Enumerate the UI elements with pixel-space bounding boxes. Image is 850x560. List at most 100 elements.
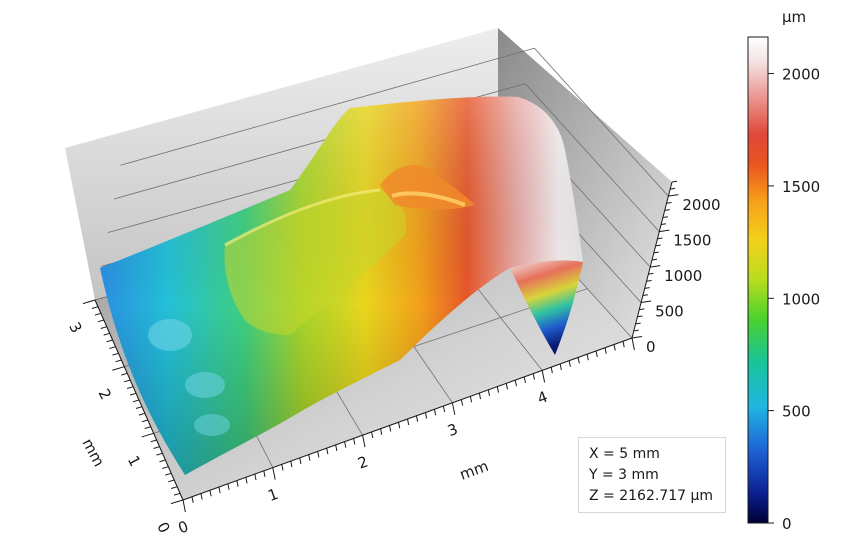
z-tick xyxy=(655,244,661,247)
x-tick xyxy=(308,454,311,461)
z-tick xyxy=(650,265,661,268)
z-tick xyxy=(644,287,650,289)
y-tick xyxy=(126,386,134,389)
x-tick xyxy=(398,422,401,429)
y-tick xyxy=(170,499,184,505)
x-tick xyxy=(613,344,616,351)
z-tick xyxy=(671,180,678,183)
x-tick xyxy=(478,392,482,400)
z-tick xyxy=(635,322,641,325)
y-tick xyxy=(112,366,125,371)
y-tick xyxy=(144,426,151,429)
x-tick xyxy=(460,399,464,406)
z-tick xyxy=(631,336,643,339)
x-tick xyxy=(442,405,446,413)
x-tick xyxy=(505,383,508,390)
x-tick xyxy=(577,357,580,364)
y-tick-label: 3 xyxy=(65,319,85,336)
y-tick xyxy=(138,412,146,416)
x-tick xyxy=(281,464,284,471)
y-tick xyxy=(121,372,128,376)
colorbar-tick-label: 1000 xyxy=(782,290,820,308)
y-axis-title: mm xyxy=(78,435,108,469)
colorbar-unit: µm xyxy=(782,8,806,26)
x-axis-title: mm xyxy=(457,457,491,484)
z-tick xyxy=(664,209,670,211)
y-tick xyxy=(82,299,96,305)
y-tick xyxy=(94,312,102,316)
x-tick xyxy=(362,435,366,448)
z-tick-label: 500 xyxy=(655,303,684,321)
y-tick xyxy=(173,492,181,496)
y-tick xyxy=(132,399,140,403)
z-tick xyxy=(657,237,663,240)
z-tick xyxy=(668,194,679,197)
x-tick xyxy=(424,412,428,419)
x-tick xyxy=(182,499,186,513)
colorbar xyxy=(747,36,769,524)
x-tick xyxy=(568,360,571,367)
y-tick xyxy=(153,446,160,449)
x-tick xyxy=(415,415,419,422)
z-tick-label: 1000 xyxy=(664,267,702,285)
y-tick xyxy=(91,306,99,309)
z-tick xyxy=(642,294,648,296)
y-tick xyxy=(165,472,172,476)
x-tick xyxy=(541,370,546,383)
x-tick xyxy=(218,486,221,494)
z-tick xyxy=(641,300,652,304)
z-tick-label: 0 xyxy=(646,338,656,356)
axis-ticks xyxy=(82,180,679,513)
x-tick xyxy=(523,376,526,383)
x-tick-label: 2 xyxy=(355,452,370,472)
z-tick xyxy=(662,216,668,218)
z-tick-label: 1500 xyxy=(673,232,711,250)
x-tick xyxy=(496,386,499,393)
cursor-x-readout: X = 5 mm xyxy=(589,446,660,462)
x-tick xyxy=(622,341,625,348)
z-tick xyxy=(648,272,654,275)
height-surface xyxy=(100,96,583,475)
x-tick xyxy=(209,490,212,497)
y-tick-label: 2 xyxy=(95,386,115,403)
y-tick xyxy=(112,352,119,356)
surface-plateau-rim xyxy=(224,188,381,247)
x-tick xyxy=(487,389,491,396)
y-tick xyxy=(162,466,169,469)
grid-line-z xyxy=(113,83,660,232)
x-tick xyxy=(407,418,410,426)
x-tick-label: 0 xyxy=(176,517,191,537)
x-tick xyxy=(290,461,293,468)
z-tick xyxy=(637,315,643,318)
x-tick xyxy=(469,396,473,403)
x-tick xyxy=(595,350,598,358)
y-tick xyxy=(100,326,107,329)
x-tick xyxy=(326,448,329,455)
z-tick xyxy=(633,329,639,332)
x-tick xyxy=(631,337,635,351)
y-tick-label: 1 xyxy=(124,453,144,470)
z-tick xyxy=(653,251,659,254)
y-tick xyxy=(141,432,154,438)
x-tick xyxy=(200,493,203,500)
x-tick xyxy=(604,347,607,354)
y-tick xyxy=(170,486,178,489)
x-tick xyxy=(586,354,589,361)
x-tick xyxy=(245,477,248,484)
y-tick xyxy=(141,419,148,423)
y-tick xyxy=(103,332,110,336)
z-tick xyxy=(670,187,676,190)
surface-plateau xyxy=(224,190,407,335)
y-tick-label: 0 xyxy=(153,519,173,536)
x-tick xyxy=(433,409,437,416)
x-tick xyxy=(272,467,276,480)
right-wall xyxy=(498,28,672,338)
surface-bump xyxy=(194,414,230,436)
surface-bump xyxy=(185,372,225,398)
z-tick xyxy=(659,229,670,233)
surface-notch-highlight xyxy=(391,191,466,207)
colorbar-tick-label: 0 xyxy=(782,515,792,533)
x-tick-label: 1 xyxy=(266,485,281,505)
z-tick xyxy=(661,223,667,226)
